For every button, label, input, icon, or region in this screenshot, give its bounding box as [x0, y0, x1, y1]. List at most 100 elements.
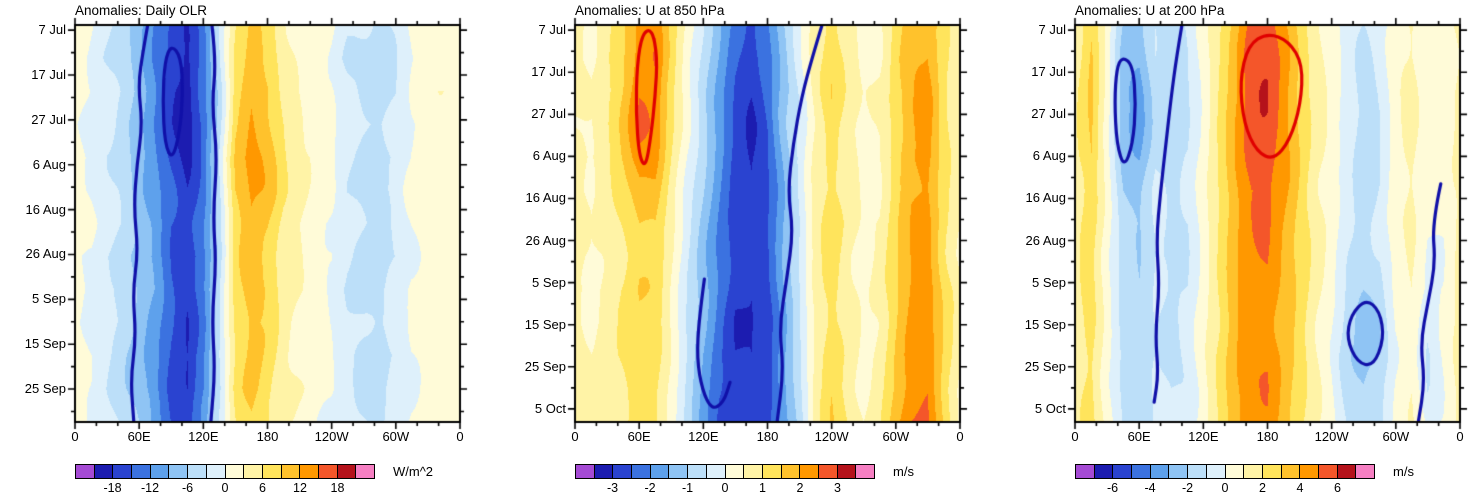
colorbar-label: 4 — [1296, 481, 1304, 495]
y-axis-label: 5 Oct — [534, 400, 566, 416]
colorbar-cell — [1132, 465, 1151, 478]
panel-title: Anomalies: U at 200 hPa — [1075, 3, 1225, 18]
colorbar-cell — [337, 465, 357, 478]
y-axis-label: 27 Jul — [31, 111, 66, 127]
colorbar-label: 0 — [721, 481, 729, 495]
colorbar-cell — [744, 465, 763, 478]
y-axis-label: 5 Sep — [32, 291, 66, 307]
x-axis-label: 120E — [1188, 429, 1219, 444]
y-axis-labels: 7 Jul 17 Jul 27 Jul 6 Aug 16 Aug 26 Aug 5 Sep 1… — [0, 0, 491, 497]
y-axis-label: 25 Sep — [1024, 358, 1066, 374]
y-axis-label: 15 Sep — [1024, 316, 1066, 332]
panel-title: Anomalies: Daily OLR — [75, 3, 208, 18]
colorbar-cell — [1300, 465, 1319, 478]
colorbar-cell — [1318, 465, 1338, 478]
colorbar-label: 0 — [221, 481, 229, 495]
colorbar — [75, 464, 375, 479]
colorbar-cell — [725, 465, 745, 478]
colorbar-cell — [1150, 465, 1170, 478]
y-axis-label: 27 Jul — [531, 106, 566, 122]
colorbar-cell — [613, 465, 633, 478]
units-label: m/s — [1393, 464, 1414, 479]
colorbar-cell — [281, 465, 301, 478]
colorbar — [575, 464, 875, 479]
colorbar-cell — [594, 465, 614, 478]
y-axis-labels: 7 Jul 17 Jul 27 Jul 6 Aug 16 Aug 26 Aug 5 Sep 1… — [982, 0, 1473, 497]
y-axis-label: 5 Oct — [1034, 400, 1066, 416]
x-axis-label: 0 — [71, 429, 79, 444]
colorbar-cell — [800, 465, 819, 478]
colorbar-cell — [762, 465, 782, 478]
colorbar-cell — [318, 465, 338, 478]
colorbar-label: 18 — [330, 481, 345, 495]
colorbar-cell — [1225, 465, 1245, 478]
x-axis-label: 0 — [956, 429, 964, 444]
panel-olr: Anomalies: Daily OLR 7 Jul 17 Jul 27 Jul 6 … — [0, 0, 491, 497]
colorbar-cell — [94, 465, 114, 478]
y-axis-label: 17 Jul — [31, 67, 66, 83]
x-axis-label: 180 — [256, 429, 279, 444]
y-axis-label: 25 Sep — [24, 381, 66, 397]
colorbar-cell — [837, 465, 857, 478]
x-axis-label: 120W — [814, 429, 849, 444]
colorbar-label: 2 — [796, 481, 804, 495]
colorbar-cell — [1356, 465, 1374, 478]
colorbar-labels: -6 -4 -2 0 2 4 6 — [982, 0, 1473, 497]
colorbar-cell — [113, 465, 133, 478]
x-axis-label: 0 — [571, 429, 579, 444]
colorbar-cell — [1113, 465, 1133, 478]
colorbar-label: -2 — [1181, 481, 1194, 495]
x-axis-label: 120W — [1314, 429, 1349, 444]
x-axis-label: 120E — [188, 429, 219, 444]
colorbar-labels: -18 -12 -6 0 6 12 18 — [0, 0, 491, 497]
y-axis-label: 17 Jul — [531, 64, 566, 80]
colorbar — [1075, 464, 1375, 479]
colorbar-cell — [1244, 465, 1263, 478]
colorbar-label: -6 — [1106, 481, 1119, 495]
colorbar-cell — [856, 465, 874, 478]
x-axis-label: 180 — [756, 429, 779, 444]
panel-u200: Anomalies: U at 200 hPa 7 Jul 17 Jul 27 Ju… — [982, 0, 1473, 497]
hovmoller-plot-canvas — [566, 16, 969, 431]
units-label: m/s — [893, 464, 914, 479]
hovmoller-plot-canvas — [66, 16, 469, 431]
y-axis-labels: 7 Jul 17 Jul 27 Jul 6 Aug 16 Aug 26 Aug 5 Sep 1… — [491, 0, 982, 497]
colorbar-cell — [225, 465, 245, 478]
colorbar-label: 1 — [759, 481, 766, 495]
colorbar-label: -2 — [644, 481, 656, 495]
colorbar-cell — [1206, 465, 1226, 478]
colorbar-cell — [356, 465, 374, 478]
colorbar-label: 0 — [1221, 481, 1229, 495]
x-axis-label: 60E — [1127, 429, 1151, 444]
colorbar-label: -6 — [181, 481, 194, 495]
colorbar-cell — [576, 465, 595, 478]
hovmoller-plot-canvas — [1066, 16, 1469, 431]
colorbar-label: -12 — [140, 481, 160, 495]
colorbar-cell — [150, 465, 170, 478]
colorbar-cell — [1188, 465, 1207, 478]
colorbar-cell — [706, 465, 726, 478]
x-axis-labels: 0 60E 120E 180 120W 60W 0 — [0, 0, 491, 497]
y-axis-label: 6 Aug — [1032, 148, 1066, 164]
colorbar-cell — [781, 465, 801, 478]
colorbar-label: -4 — [1144, 481, 1156, 495]
colorbar-cell — [1094, 465, 1114, 478]
colorbar-label: 12 — [293, 481, 307, 495]
y-axis-label: 5 Sep — [532, 274, 566, 290]
colorbar-label: 6 — [259, 481, 266, 495]
colorbar-cell — [262, 465, 282, 478]
colorbar-cell — [650, 465, 670, 478]
colorbar-cell — [169, 465, 189, 478]
colorbar-cell — [76, 465, 95, 478]
x-axis-label: 180 — [1256, 429, 1279, 444]
colorbar-cell — [669, 465, 689, 478]
y-axis-label: 17 Jul — [1031, 64, 1066, 80]
colorbar-cell — [1169, 465, 1189, 478]
x-axis-label: 60E — [627, 429, 651, 444]
colorbar-cell — [1076, 465, 1095, 478]
y-axis-label: 6 Aug — [532, 148, 566, 164]
y-axis-label: 15 Sep — [24, 336, 66, 352]
colorbar-label: 6 — [1334, 481, 1341, 495]
y-axis-label: 16 Aug — [25, 201, 67, 217]
colorbar-cell — [1262, 465, 1282, 478]
